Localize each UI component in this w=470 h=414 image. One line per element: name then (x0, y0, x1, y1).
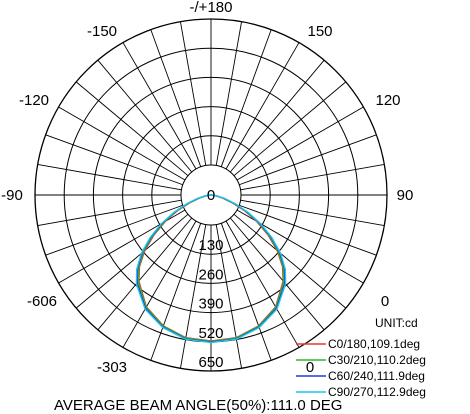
grid-spoke (179, 224, 207, 369)
grid-spoke (229, 217, 325, 331)
radial-labels: 0 130 260 390 520 650 (198, 187, 223, 371)
radial-tick-label: 390 (198, 296, 223, 313)
angle-label: -120 (19, 92, 49, 109)
angle-label: -303 (97, 359, 127, 376)
grid-spoke (220, 29, 272, 167)
grid-spoke (233, 81, 347, 177)
grid-ring (34, 18, 388, 372)
grid-spoke (229, 59, 325, 173)
angle-label: 0 (306, 359, 314, 376)
unit-label: UNIT:cd (375, 316, 418, 330)
legend-label: C0/180,109.1deg (328, 337, 420, 351)
angle-label: 120 (375, 92, 400, 109)
grid-spoke (58, 106, 186, 181)
grid-ring (122, 106, 300, 284)
grid-ring (151, 135, 271, 255)
series-group (135, 194, 287, 344)
angle-label: -/+180 (190, 0, 233, 16)
grid-spoke (75, 81, 189, 177)
angle-label: -90 (1, 187, 23, 204)
angle-label: -150 (87, 23, 117, 40)
average-beam-angle-text: AVERAGE BEAM ANGLE(50%):111.0 DEG (54, 397, 342, 414)
grid-spoke (45, 204, 183, 256)
grid-spoke (122, 42, 197, 170)
grid-spoke (240, 199, 385, 227)
radial-tick-label: 0 (207, 187, 215, 204)
grid-spoke (37, 163, 182, 191)
grid-spoke (97, 59, 193, 173)
polar-grid (34, 18, 388, 372)
grid-spoke (150, 223, 202, 361)
legend-label: C60/240,111.9deg (328, 369, 425, 383)
angle-label: -606 (27, 293, 57, 310)
grid-spoke (75, 213, 189, 309)
grid-ring (92, 76, 330, 314)
grid-spoke (239, 134, 377, 186)
grid-spoke (225, 220, 300, 348)
grid-spoke (37, 199, 182, 227)
legend: C0/180,109.1deg C30/210,110.2deg C60/240,1… (296, 337, 426, 399)
angle-label: 90 (397, 187, 414, 204)
grid-spoke (97, 217, 193, 331)
legend-label: C90/270,112.9deg (328, 385, 426, 399)
grid-spoke (215, 21, 243, 166)
grid-spoke (233, 213, 347, 309)
grid-spoke (220, 223, 272, 361)
series-curve (135, 194, 287, 344)
grid-spoke (236, 106, 364, 181)
grid-spoke (179, 21, 207, 166)
radial-tick-label: 650 (198, 354, 223, 371)
grid-spoke (239, 204, 377, 256)
legend-label: C30/210,110.2deg (328, 353, 426, 367)
angle-label: 150 (307, 23, 332, 40)
radial-tick-label: 260 (198, 266, 223, 283)
grid-ring-center (180, 164, 242, 226)
grid-spoke (122, 220, 197, 348)
angle-label: 0 (381, 293, 389, 310)
grid-spoke (240, 163, 385, 191)
grid-spoke (215, 224, 243, 369)
grid-spoke (150, 29, 202, 167)
angle-labels: -/+180 -150 150 -120 120 -90 90 -606 0 -303 0 (1, 0, 413, 376)
grid-spoke (45, 134, 183, 186)
radial-tick-label: 520 (198, 325, 223, 342)
radial-tick-label: 130 (198, 237, 223, 254)
grid-spoke (225, 42, 300, 170)
